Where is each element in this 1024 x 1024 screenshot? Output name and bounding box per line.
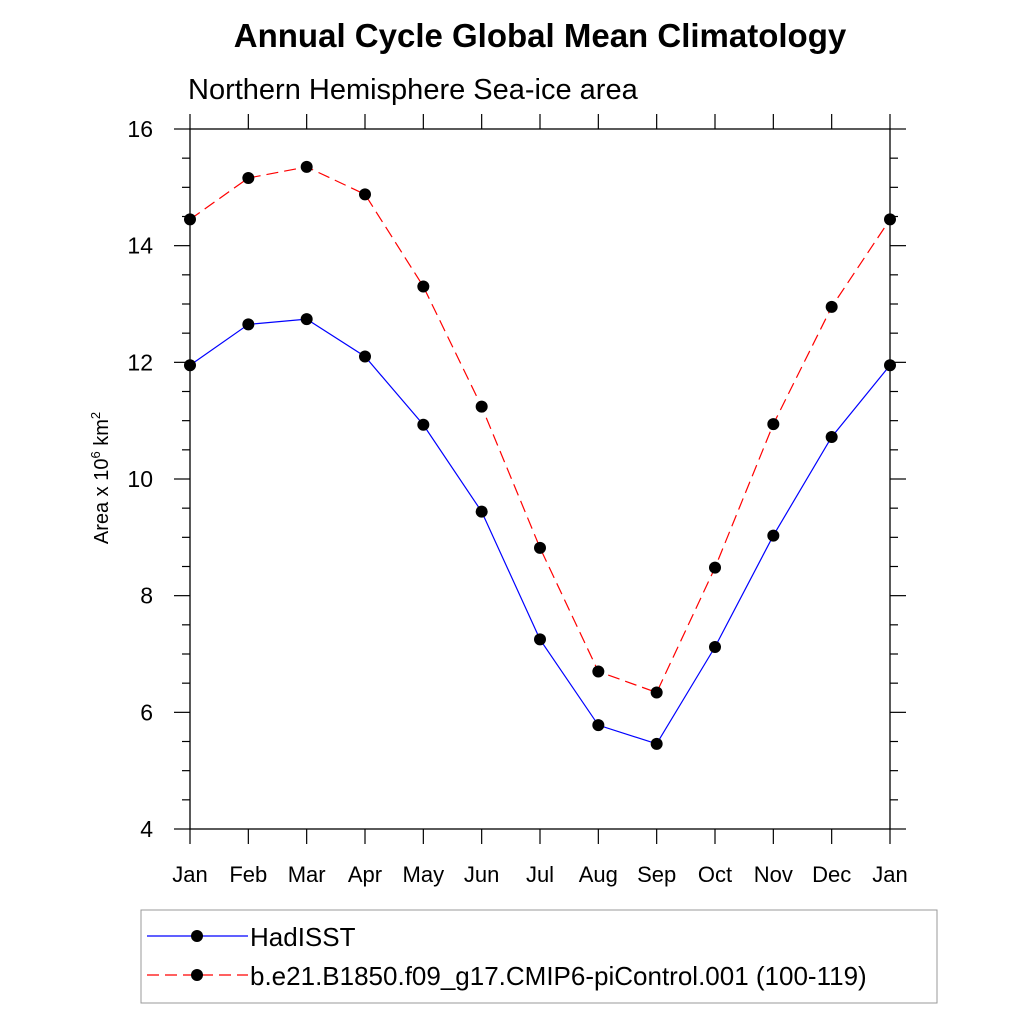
- data-point: [825, 300, 838, 313]
- x-tick-label: Feb: [229, 862, 267, 887]
- x-tick-label: May: [403, 862, 445, 887]
- data-point: [417, 418, 430, 431]
- series-0: [184, 313, 896, 750]
- legend-label: HadISST: [250, 922, 356, 952]
- x-tick-label: Mar: [288, 862, 326, 887]
- x-tick-label: Jun: [464, 862, 499, 887]
- data-point: [359, 188, 371, 201]
- series-layer: [184, 160, 896, 750]
- data-point: [417, 280, 430, 293]
- y-axis-label-sup-2: 2: [88, 412, 103, 419]
- data-point: [650, 737, 663, 750]
- svg-text:Area x 106 km2: Area x 106 km2: [88, 412, 113, 544]
- y-tick-label: 14: [127, 233, 153, 259]
- x-tick-label: Jan: [872, 862, 907, 887]
- x-tick-label: Jan: [172, 862, 207, 887]
- legend-entry: b.e21.B1850.f09_g17.CMIP6-piControl.001 …: [147, 961, 867, 991]
- y-axis-label-sup-6: 6: [88, 451, 103, 458]
- data-point: [534, 541, 546, 554]
- legend: HadISST b.e21.B1850.f09_g17.CMIP6-piContr…: [140, 909, 938, 1004]
- x-tick-label: Dec: [812, 862, 851, 887]
- legend-label: b.e21.B1850.f09_g17.CMIP6-piControl.001 …: [250, 961, 867, 991]
- plot-frame: [189, 128, 891, 830]
- y-axis-label-main: Area x 10: [91, 459, 113, 545]
- y-tick-label: 8: [140, 583, 153, 609]
- legend-box: [140, 909, 938, 1004]
- data-point: [184, 359, 196, 372]
- y-tick-label: 12: [127, 349, 153, 375]
- data-point: [884, 359, 896, 372]
- x-tick-label: Aug: [579, 862, 618, 887]
- y-axis-label-unit: km: [91, 419, 113, 451]
- data-point: [884, 213, 896, 226]
- series-1: [184, 160, 896, 699]
- data-point: [242, 172, 255, 184]
- chart-subtitle: Northern Hemisphere Sea-ice area: [188, 74, 639, 106]
- data-point: [300, 160, 313, 173]
- data-point: [242, 318, 255, 331]
- data-point: [592, 665, 605, 678]
- y-tick-label: 4: [140, 816, 153, 842]
- data-point: [767, 418, 780, 431]
- legend-entry: HadISST: [147, 922, 356, 952]
- data-point: [359, 350, 371, 363]
- y-tick-label: 16: [127, 116, 153, 142]
- series-line: [189, 166, 891, 694]
- data-point: [650, 686, 663, 699]
- x-tick-label: Jul: [526, 862, 554, 887]
- data-point: [184, 213, 196, 226]
- series-line: [189, 318, 891, 745]
- legend-marker: [191, 930, 203, 942]
- x-tick-label: Nov: [754, 862, 793, 887]
- legend-marker: [191, 969, 203, 981]
- data-point: [825, 431, 838, 443]
- x-tick-label: Apr: [348, 862, 382, 887]
- y-axis-label: Area x 106 km2: [88, 412, 113, 544]
- data-point: [592, 719, 605, 732]
- data-point: [534, 633, 546, 646]
- data-point: [475, 505, 488, 518]
- y-tick-label: 6: [140, 699, 153, 725]
- data-point: [300, 313, 313, 326]
- axes: 4 6 8 10 12 14 16 Jan Feb Mar Apr May Jun Jul Aug Sep Oc…: [127, 114, 908, 887]
- data-point: [709, 641, 721, 653]
- y-tick-label: 10: [127, 466, 153, 492]
- x-tick-label: Oct: [698, 862, 732, 887]
- data-point: [709, 561, 721, 574]
- data-point: [475, 400, 488, 413]
- chart-title: Annual Cycle Global Mean Climatology: [234, 17, 847, 54]
- data-point: [767, 529, 780, 542]
- x-tick-label: Sep: [637, 862, 676, 887]
